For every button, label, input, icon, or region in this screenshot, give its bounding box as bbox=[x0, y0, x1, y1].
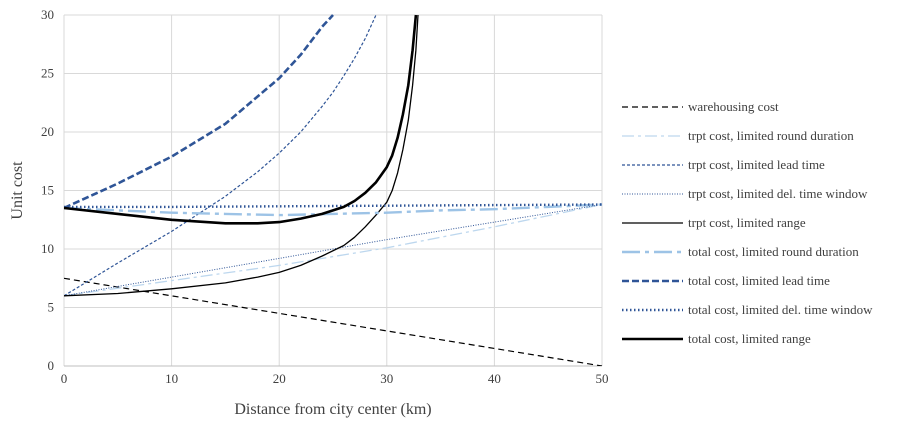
series-line-8 bbox=[64, 14, 418, 225]
series-line-1 bbox=[64, 203, 602, 297]
x-axis-title: Distance from city center (km) bbox=[234, 401, 431, 418]
series-line-3 bbox=[64, 204, 602, 297]
series-line-5 bbox=[64, 203, 602, 217]
legend-label-1: trpt cost, limited round duration bbox=[688, 128, 854, 143]
legend-label-7: total cost, limited del. time window bbox=[688, 302, 873, 317]
legend-label-6: total cost, limited lead time bbox=[688, 273, 830, 288]
y-tick-label-6: 30 bbox=[41, 7, 54, 22]
legend-label-8: total cost, limited range bbox=[688, 331, 811, 346]
legend-label-2: trpt cost, limited lead time bbox=[688, 157, 825, 172]
y-tick-label-2: 10 bbox=[41, 241, 54, 256]
y-axis-title: Unit cost bbox=[9, 161, 26, 220]
x-tick-label-0: 0 bbox=[61, 371, 68, 386]
series-line-4 bbox=[64, 14, 419, 297]
legend-label-0: warehousing cost bbox=[688, 99, 779, 114]
legend-label-4: trpt cost, limited range bbox=[688, 215, 806, 230]
legend: warehousing cost trpt cost, limited round… bbox=[622, 99, 873, 346]
x-tick-label-2: 20 bbox=[273, 371, 286, 386]
x-tick-label-3: 30 bbox=[380, 371, 393, 386]
x-tick-label-4: 40 bbox=[488, 371, 501, 386]
series-lines bbox=[64, 14, 602, 366]
x-tick-label-5: 50 bbox=[596, 371, 609, 386]
y-tick-label-1: 5 bbox=[48, 300, 55, 315]
series-line-2 bbox=[64, 14, 377, 297]
tick-labels: 0 10 20 30 40 50 0 5 10 15 20 25 30 bbox=[41, 7, 609, 386]
series-line-0 bbox=[64, 277, 602, 366]
legend-label-3: trpt cost, limited del. time window bbox=[688, 186, 868, 201]
grid bbox=[63, 14, 603, 367]
y-tick-label-3: 15 bbox=[41, 183, 54, 198]
y-tick-label-4: 20 bbox=[41, 124, 54, 139]
legend-label-5: total cost, limited round duration bbox=[688, 244, 859, 259]
series-line-7 bbox=[64, 203, 602, 209]
series-line-6 bbox=[64, 14, 334, 210]
y-tick-label-5: 25 bbox=[41, 66, 54, 81]
x-tick-label-1: 10 bbox=[165, 371, 178, 386]
y-tick-label-0: 0 bbox=[48, 358, 55, 373]
